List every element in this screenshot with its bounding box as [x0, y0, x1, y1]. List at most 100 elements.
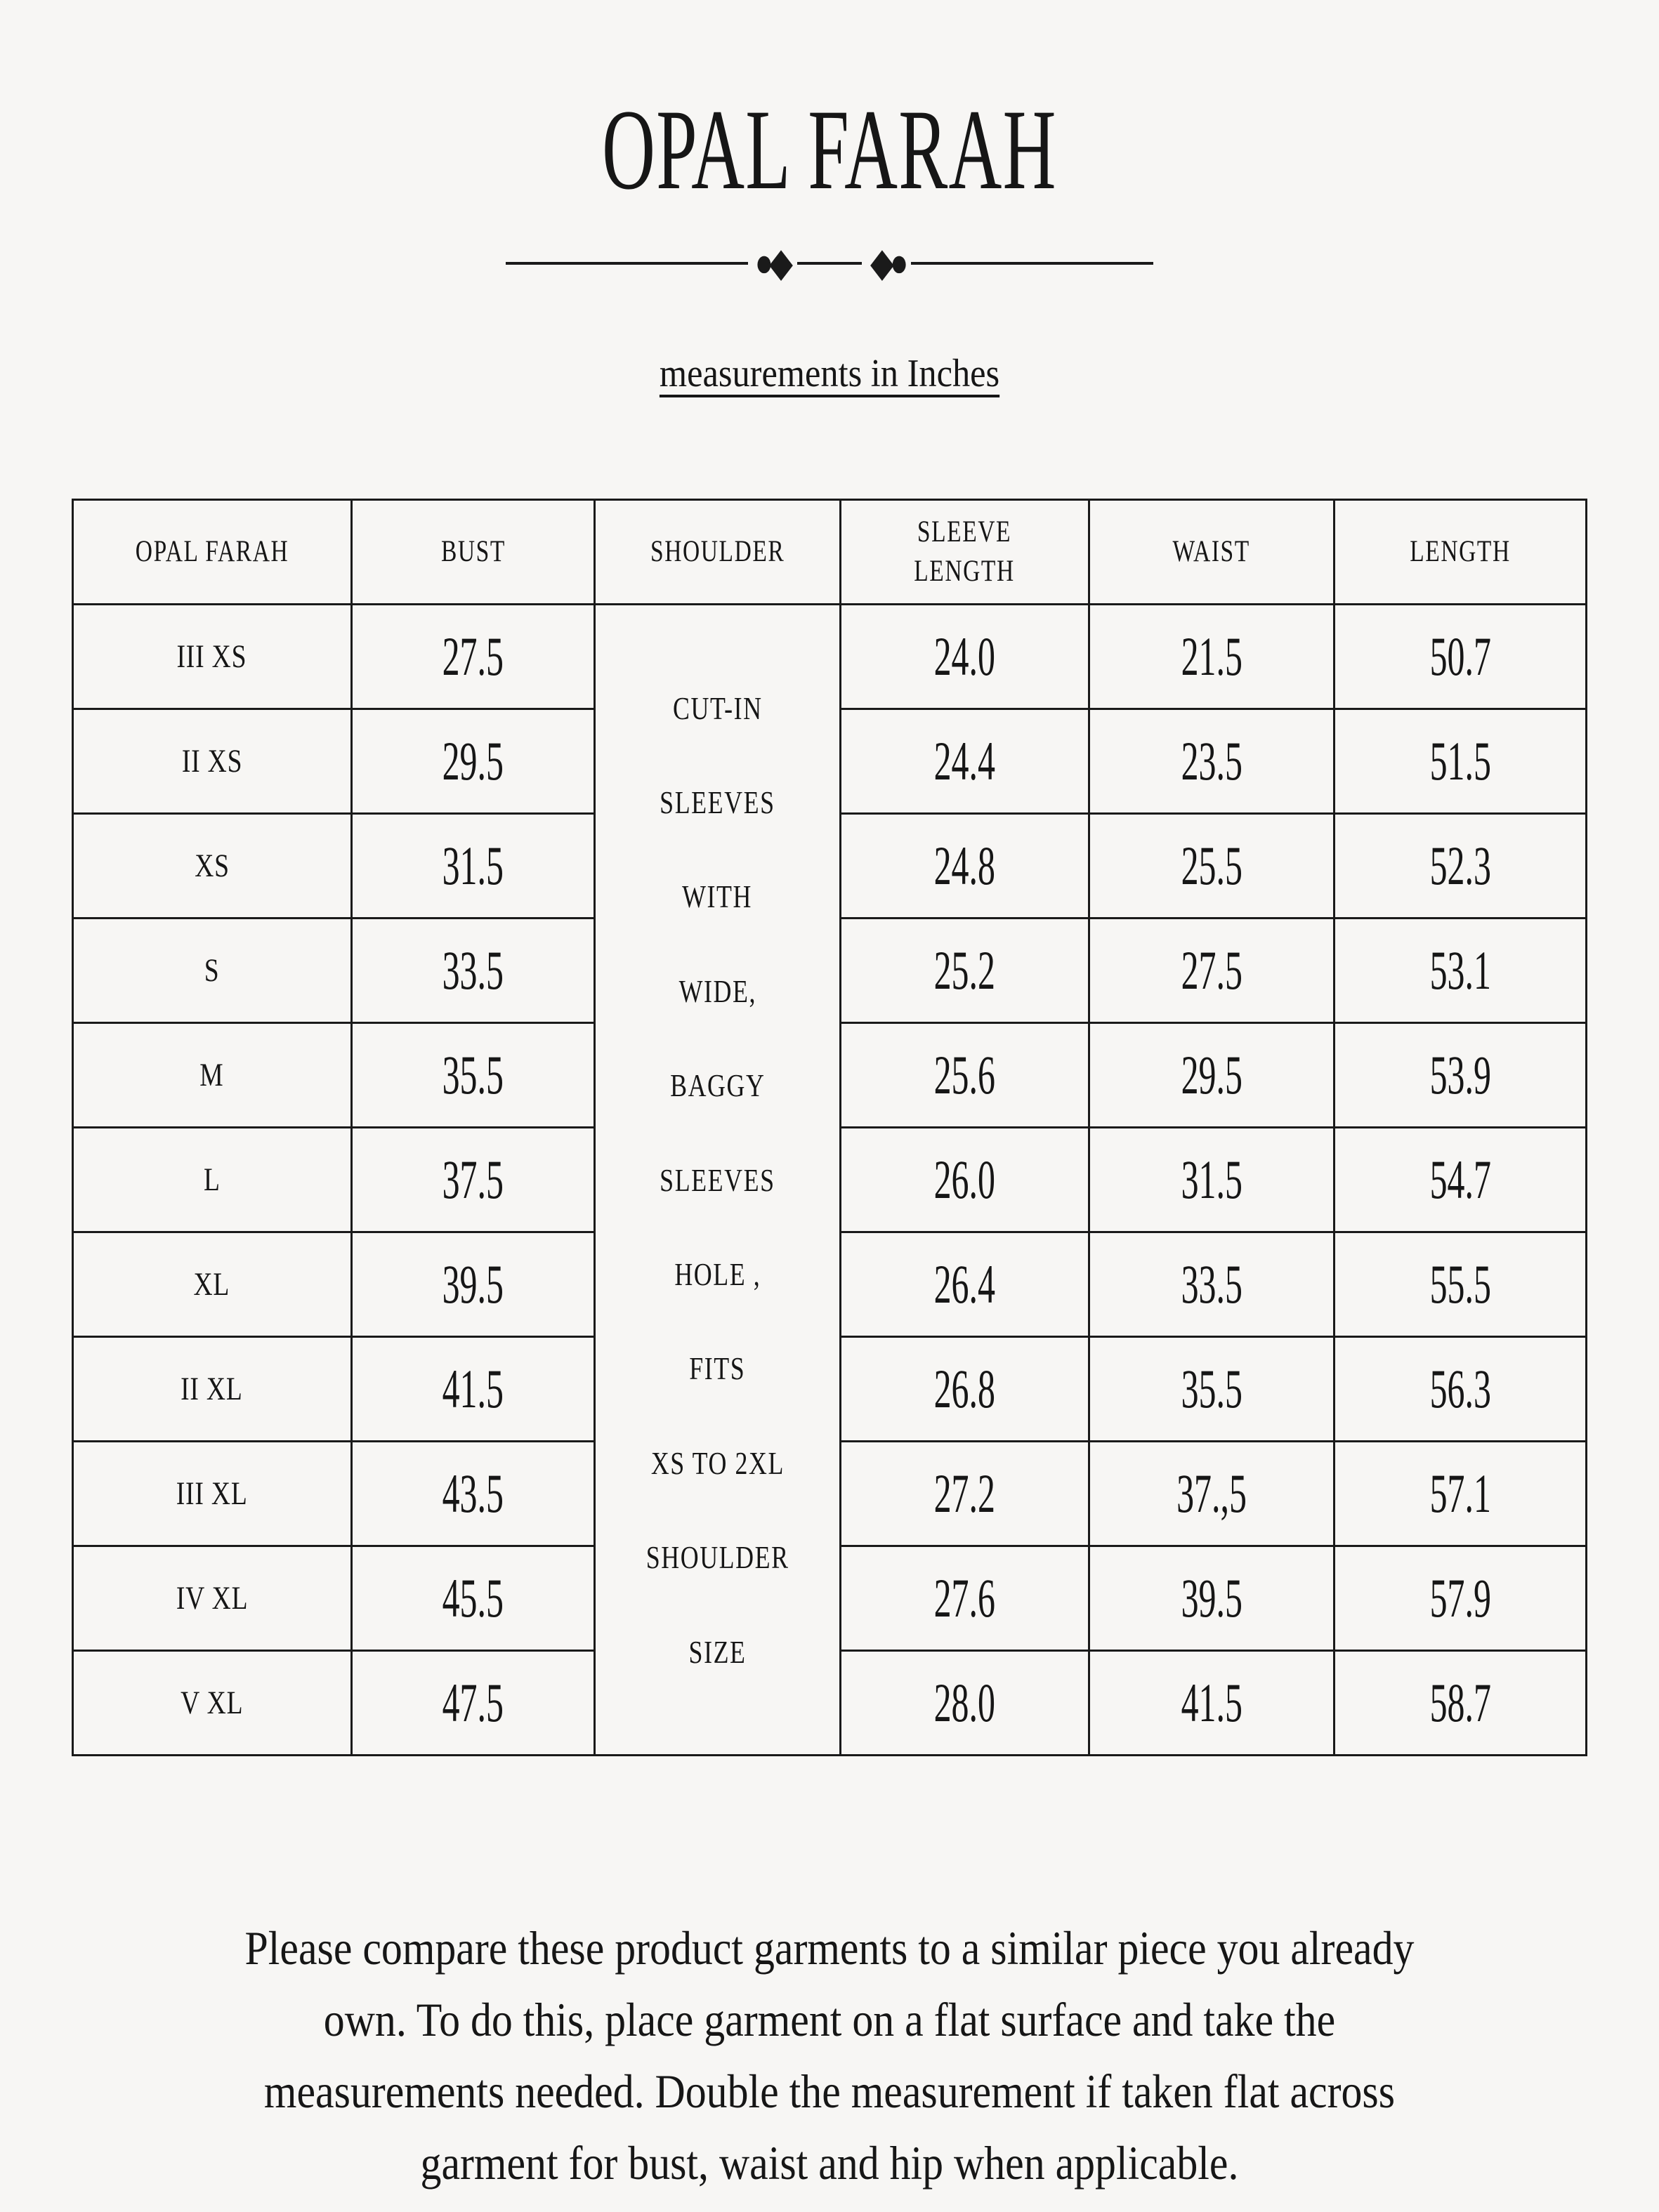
header-cell-shoulder: SHOULDER — [594, 499, 841, 606]
divider-line-left — [505, 262, 748, 265]
table-row: L 37.5 26.0 31.5 54.7 — [72, 1126, 1587, 1234]
size-cell: III XS — [72, 603, 353, 711]
table-row: XL 39.5 26.4 33.5 55.5 — [72, 1231, 1587, 1338]
size-cell: M — [72, 1022, 353, 1129]
shoulder-note-line: SIZE — [688, 1633, 747, 1670]
length-cell: 58.7 — [1333, 1650, 1587, 1757]
waist-cell: 35.5 — [1088, 1336, 1336, 1443]
length-cell: 57.1 — [1333, 1440, 1587, 1548]
subtitle-text: measurements in Inches — [659, 352, 1000, 396]
table-row: III XS 27.5 CUT-IN SLEEVES WITH WIDE, BA… — [72, 603, 1587, 1757]
divider-line-right — [911, 262, 1154, 265]
size-cell: II XS — [72, 708, 353, 815]
length-cell: 57.9 — [1333, 1545, 1587, 1652]
length-cell: 53.9 — [1333, 1022, 1587, 1129]
sleeve-length-cell: 27.2 — [839, 1440, 1091, 1548]
sleeve-length-cell: 24.8 — [839, 812, 1091, 920]
sleeve-length-cell: 26.0 — [839, 1126, 1091, 1234]
sleeve-length-cell: 24.4 — [839, 708, 1091, 815]
size-cell: II XL — [72, 1336, 353, 1443]
sleeve-length-cell: 28.0 — [839, 1650, 1091, 1757]
sleeve-length-cell: 26.8 — [839, 1336, 1091, 1443]
divider-line-middle — [797, 262, 862, 265]
shoulder-note-line: WIDE, — [678, 973, 756, 1009]
waist-cell: 23.5 — [1088, 708, 1336, 815]
divider-ornament-right-icon: ◆● — [870, 240, 908, 286]
shoulder-note-line: BAGGY — [669, 1067, 766, 1104]
length-cell: 53.1 — [1333, 917, 1587, 1025]
page-title-text: OPAL FARAH — [602, 86, 1057, 213]
bust-cell: 47.5 — [350, 1650, 596, 1757]
header-cell-sleeve-length: SLEEVE LENGTH — [839, 499, 1091, 606]
bust-cell: 33.5 — [350, 917, 596, 1025]
waist-cell: 33.5 — [1088, 1231, 1336, 1338]
length-cell: 56.3 — [1333, 1336, 1587, 1443]
length-cell: 52.3 — [1333, 812, 1587, 920]
length-cell: 54.7 — [1333, 1126, 1587, 1234]
length-cell: 50.7 — [1333, 603, 1587, 711]
footer-note: Please compare these product garments to… — [0, 1912, 1659, 2199]
sleeve-length-cell: 25.2 — [839, 917, 1091, 1025]
waist-cell: 31.5 — [1088, 1126, 1336, 1234]
bust-cell: 43.5 — [350, 1440, 596, 1548]
waist-cell: 25.5 — [1088, 812, 1336, 920]
size-cell: S — [72, 917, 353, 1025]
shoulder-note-line: CUT-IN — [672, 690, 763, 726]
subtitle: measurements in Inches — [0, 351, 1659, 396]
sleeve-length-cell: 26.4 — [839, 1231, 1091, 1338]
shoulder-note-line: FITS — [689, 1350, 746, 1387]
page-title: OPAL FARAH — [0, 86, 1659, 213]
size-cell: V XL — [72, 1650, 353, 1757]
bust-cell: 45.5 — [350, 1545, 596, 1652]
waist-cell: 27.5 — [1088, 917, 1336, 1025]
size-cell: XS — [72, 812, 353, 920]
shoulder-note-line: WITH — [682, 878, 753, 915]
divider-ornament-left-icon: ●◆ — [754, 240, 793, 286]
waist-cell: 21.5 — [1088, 603, 1336, 711]
size-chart-table: OPAL FARAH BUST SHOULDER SLEEVE LENGTH W… — [72, 499, 1587, 1757]
table-row: II XS 29.5 24.4 23.5 51.5 — [72, 708, 1587, 815]
table-row: III XL 43.5 27.2 37.,5 57.1 — [72, 1440, 1587, 1548]
shoulder-note-cell: CUT-IN SLEEVES WITH WIDE, BAGGY SLEEVES … — [594, 603, 841, 1757]
header-cell-bust: BUST — [350, 499, 596, 606]
header-cell-length: LENGTH — [1333, 499, 1587, 606]
size-cell: L — [72, 1126, 353, 1234]
waist-cell: 41.5 — [1088, 1650, 1336, 1757]
table-row: XS 31.5 24.8 25.5 52.3 — [72, 812, 1587, 920]
size-cell: XL — [72, 1231, 353, 1338]
table-row: S 33.5 25.2 27.5 53.1 — [72, 917, 1587, 1025]
footer-note-text: Please compare these product garments to… — [244, 1921, 1415, 2190]
shoulder-note-line: SLEEVES — [660, 1161, 775, 1198]
waist-cell: 37.,5 — [1088, 1440, 1336, 1548]
sleeve-length-cell: 24.0 — [839, 603, 1091, 711]
length-cell: 51.5 — [1333, 708, 1587, 815]
table-row: V XL 47.5 28.0 41.5 58.7 — [72, 1650, 1587, 1757]
bust-cell: 31.5 — [350, 812, 596, 920]
bust-cell: 27.5 — [350, 603, 596, 711]
shoulder-note: CUT-IN SLEEVES WITH WIDE, BAGGY SLEEVES … — [596, 632, 839, 1727]
sleeve-length-cell: 25.6 — [839, 1022, 1091, 1129]
table-row: M 35.5 25.6 29.5 53.9 — [72, 1022, 1587, 1129]
bust-cell: 41.5 — [350, 1336, 596, 1443]
sleeve-length-cell: 27.6 — [839, 1545, 1091, 1652]
header-cell-waist: WAIST — [1088, 499, 1336, 606]
size-cell: III XL — [72, 1440, 353, 1548]
size-cell: IV XL — [72, 1545, 353, 1652]
header-cell-brand: OPAL FARAH — [72, 499, 353, 606]
decorative-divider: ●◆ ◆● — [450, 240, 1209, 286]
bust-cell: 39.5 — [350, 1231, 596, 1338]
bust-cell: 29.5 — [350, 708, 596, 815]
header-row: OPAL FARAH BUST SHOULDER SLEEVE LENGTH W… — [72, 499, 1587, 606]
length-cell: 55.5 — [1333, 1231, 1587, 1338]
waist-cell: 29.5 — [1088, 1022, 1336, 1129]
table-row: IV XL 45.5 27.6 39.5 57.9 — [72, 1545, 1587, 1652]
shoulder-note-line: XS TO 2XL — [650, 1444, 785, 1481]
shoulder-note-line: SLEEVES — [660, 784, 775, 820]
bust-cell: 37.5 — [350, 1126, 596, 1234]
waist-cell: 39.5 — [1088, 1545, 1336, 1652]
shoulder-note-line: HOLE , — [674, 1256, 761, 1293]
shoulder-note-line: SHOULDER — [645, 1539, 789, 1576]
bust-cell: 35.5 — [350, 1022, 596, 1129]
table-row: II XL 41.5 26.8 35.5 56.3 — [72, 1336, 1587, 1443]
